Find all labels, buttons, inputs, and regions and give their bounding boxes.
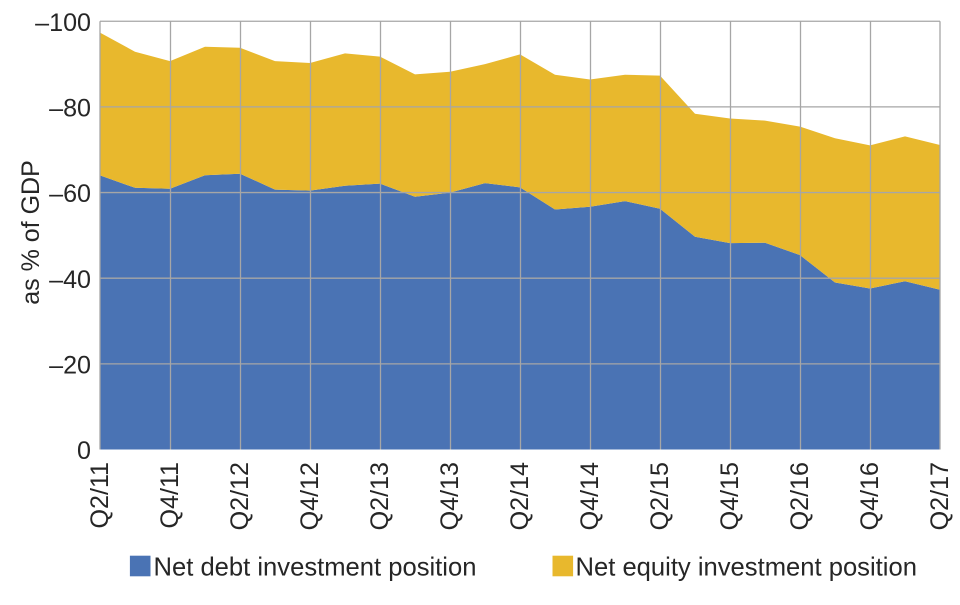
svg-text:as % of GDP: as % of GDP [17,160,45,305]
svg-text:Q2/12: Q2/12 [226,462,254,530]
svg-text:Q2/16: Q2/16 [786,462,814,530]
svg-text:Q4/14: Q4/14 [576,462,604,530]
svg-text:Q2/11: Q2/11 [86,462,114,529]
svg-text:Net debt investment position: Net debt investment position [154,554,477,582]
svg-text:0: 0 [77,437,91,465]
svg-text:–20: –20 [49,351,91,379]
svg-text:Q4/11: Q4/11 [156,462,184,529]
svg-text:Q4/12: Q4/12 [296,462,324,530]
svg-text:Q4/15: Q4/15 [716,462,744,530]
svg-text:–60: –60 [49,180,91,208]
svg-text:Q2/13: Q2/13 [366,462,394,530]
svg-text:Q2/14: Q2/14 [506,462,534,530]
svg-text:–80: –80 [49,94,91,122]
svg-text:Q2/17: Q2/17 [926,462,954,530]
svg-text:Net equity investment position: Net equity investment position [576,554,917,582]
svg-text:–40: –40 [49,266,91,294]
svg-text:Q4/16: Q4/16 [856,462,884,530]
svg-text:–100: –100 [35,9,91,37]
svg-text:Q4/13: Q4/13 [436,462,464,530]
svg-text:Q2/15: Q2/15 [646,462,674,530]
